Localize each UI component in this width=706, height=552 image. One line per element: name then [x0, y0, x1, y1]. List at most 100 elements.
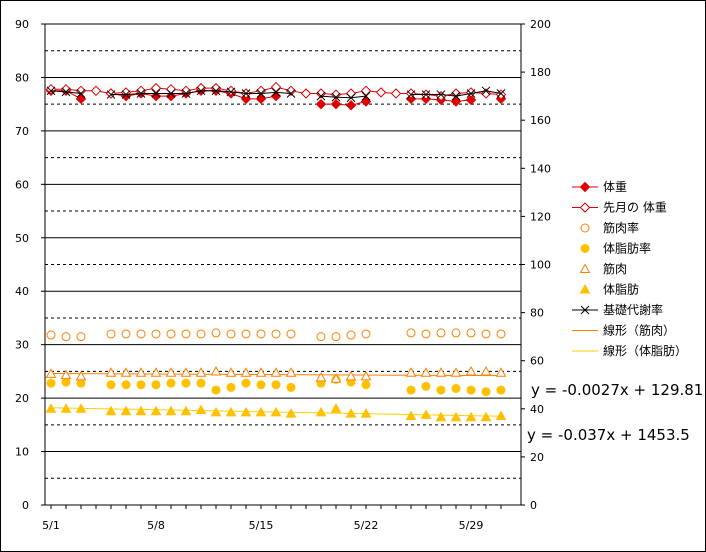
data-point: [150, 405, 162, 416]
series-4: [45, 366, 507, 383]
gridlines: [45, 23, 521, 479]
legend-marker: [579, 202, 591, 213]
data-point: [90, 85, 102, 97]
data-point: [361, 380, 371, 390]
y-right-tick-label: 120: [530, 210, 551, 223]
data-point: [406, 90, 416, 99]
data-point: [451, 383, 461, 393]
trend-equation: y = -0.037x + 1453.5: [527, 426, 690, 444]
data-point: [300, 88, 312, 99]
x-tick-label: 5/22: [354, 519, 379, 532]
marker-x-stroke: [436, 90, 446, 99]
marker-x-stroke: [421, 90, 431, 99]
data-point: [135, 367, 147, 377]
data-point: [345, 370, 357, 381]
data-point: [435, 411, 447, 422]
y-right-tick-label: 140: [530, 162, 551, 175]
data-point: [466, 385, 476, 395]
data-point: [406, 385, 416, 395]
marker-x-stroke: [481, 86, 491, 96]
data-point: [151, 89, 161, 98]
x-axis: 5/1 5/8 5/15 5/22 5/29: [42, 505, 502, 532]
data-point: [451, 91, 461, 101]
data-point: [286, 329, 296, 339]
data-point: [76, 89, 86, 98]
data-point: [360, 370, 372, 381]
data-point: [150, 82, 162, 94]
data-point: [466, 89, 476, 98]
data-point: [286, 382, 296, 392]
legend-label: 線形（筋肉）: [603, 323, 675, 338]
marker-x-stroke: [271, 88, 281, 97]
data-point: [270, 367, 282, 377]
marker-x-stroke: [316, 91, 326, 101]
marker-x-stroke: [211, 86, 221, 96]
data-point: [75, 403, 87, 413]
data-point: [120, 367, 132, 377]
data-point: [60, 369, 72, 380]
data-point: [406, 328, 416, 338]
data-point: [166, 329, 176, 339]
data-point: [136, 329, 146, 339]
series-5: [45, 403, 507, 422]
y-right-tick-label: 200: [530, 18, 551, 31]
data-point: [46, 330, 56, 340]
data-point: [136, 380, 146, 390]
data-point: [480, 366, 492, 376]
series-line: [321, 101, 367, 106]
legend-marker: [580, 244, 590, 253]
data-point: [315, 98, 327, 110]
data-point: [451, 328, 461, 338]
data-point: [195, 367, 207, 377]
data-point: [150, 367, 162, 377]
data-point: [241, 329, 251, 339]
y-right-tick-label: 60: [530, 355, 544, 368]
x-tick-label: 5/8: [147, 519, 165, 532]
marker-x-stroke: [106, 90, 116, 99]
y-right-tick-label: 80: [530, 307, 544, 320]
data-point: [166, 89, 176, 98]
data-point: [240, 406, 252, 417]
data-point: [46, 378, 56, 388]
data-point: [121, 329, 131, 339]
data-point: [436, 90, 446, 99]
data-point: [346, 93, 356, 103]
y-left-tick-label: 50: [15, 232, 29, 245]
data-point: [106, 380, 116, 390]
y-left-tick-label: 80: [15, 71, 29, 84]
data-point: [421, 381, 431, 391]
legend-label: 筋肉: [603, 261, 627, 276]
legend-item: 基礎代謝率: [572, 302, 663, 317]
data-point: [255, 406, 267, 417]
data-point: [151, 380, 161, 390]
data-point: [211, 385, 221, 395]
legend-marker: [579, 181, 591, 193]
data-point: [481, 387, 491, 397]
marker-x-stroke: [136, 89, 146, 98]
data-point: [286, 89, 296, 98]
data-point: [180, 367, 192, 377]
data-point: [181, 89, 191, 98]
data-point: [256, 89, 266, 98]
data-point: [226, 87, 236, 97]
data-point: [360, 408, 372, 418]
data-point: [331, 92, 341, 102]
marker-x-stroke: [346, 93, 356, 103]
y-right-tick-label: 180: [530, 66, 551, 79]
data-point: [45, 368, 57, 378]
data-point: [240, 93, 252, 105]
data-point: [135, 405, 147, 416]
legend-item: 体脂肪率: [580, 241, 651, 256]
data-point: [270, 90, 282, 102]
data-point: [346, 330, 356, 340]
data-point: [60, 403, 72, 413]
marker-x-stroke: [61, 87, 71, 97]
data-point: [405, 410, 417, 421]
data-point: [195, 404, 207, 415]
data-point: [436, 385, 446, 395]
data-point: [225, 406, 237, 417]
legend-label: 基礎代謝率: [603, 302, 663, 317]
data-point: [211, 86, 221, 96]
data-point: [421, 329, 431, 339]
